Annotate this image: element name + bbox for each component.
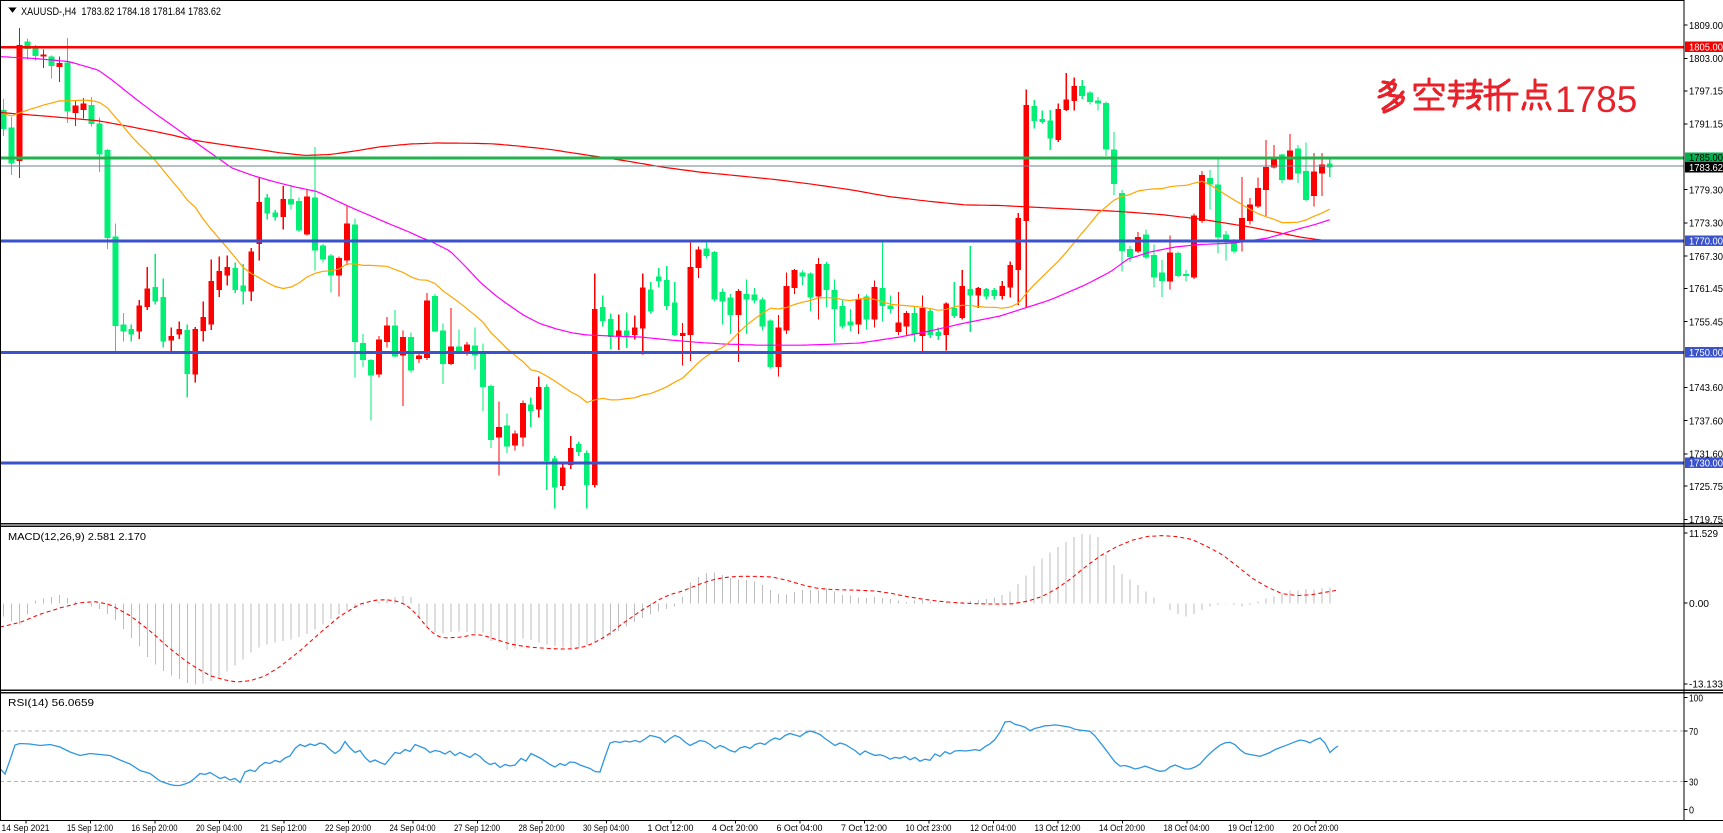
svg-text:1809.00: 1809.00: [1689, 20, 1723, 32]
svg-text:15 Sep 12:00: 15 Sep 12:00: [67, 823, 113, 833]
svg-text:1791.15: 1791.15: [1689, 119, 1723, 131]
svg-text:12 Oct 04:00: 12 Oct 04:00: [970, 823, 1016, 833]
svg-text:1805.00: 1805.00: [1689, 41, 1723, 53]
svg-text:1785: 1785: [1555, 79, 1637, 120]
svg-text:18 Oct 04:00: 18 Oct 04:00: [1164, 823, 1210, 833]
svg-text:11.529: 11.529: [1689, 528, 1718, 540]
svg-text:1767.30: 1767.30: [1689, 251, 1723, 263]
svg-text:MACD(12,26,9) 2.581 2.170: MACD(12,26,9) 2.581 2.170: [8, 531, 146, 543]
svg-text:13 Oct 12:00: 13 Oct 12:00: [1035, 823, 1081, 833]
svg-text:1725.75: 1725.75: [1689, 481, 1723, 493]
svg-text:RSI(14) 56.0659: RSI(14) 56.0659: [8, 697, 94, 709]
svg-text:14 Oct 20:00: 14 Oct 20:00: [1099, 823, 1145, 833]
svg-text:70: 70: [1689, 726, 1698, 738]
svg-text:1770.00: 1770.00: [1689, 235, 1723, 247]
svg-text:1737.60: 1737.60: [1689, 415, 1723, 427]
svg-text:1750.00: 1750.00: [1689, 347, 1723, 359]
svg-text:30: 30: [1689, 776, 1698, 788]
svg-text:7 Oct 12:00: 7 Oct 12:00: [841, 823, 887, 833]
svg-text:0.00: 0.00: [1689, 598, 1709, 610]
svg-text:1761.45: 1761.45: [1689, 283, 1723, 295]
svg-text:20 Sep 04:00: 20 Sep 04:00: [196, 823, 242, 833]
svg-text:1779.30: 1779.30: [1689, 184, 1723, 196]
svg-text:14 Sep 2021: 14 Sep 2021: [2, 823, 50, 833]
svg-text:1730.00: 1730.00: [1689, 457, 1723, 469]
svg-text:1785.00: 1785.00: [1689, 152, 1723, 164]
svg-text:XAUUSD-,H4 1783.82 1784.18 17: XAUUSD-,H4 1783.82 1784.18 1781.84 1783.…: [21, 6, 221, 18]
svg-text:10 Oct 23:00: 10 Oct 23:00: [906, 823, 952, 833]
svg-text:1773.30: 1773.30: [1689, 218, 1723, 230]
svg-text:1743.60: 1743.60: [1689, 382, 1723, 394]
svg-text:1797.15: 1797.15: [1689, 86, 1723, 98]
svg-text:24 Sep 04:00: 24 Sep 04:00: [390, 823, 436, 833]
svg-text:100: 100: [1689, 692, 1703, 704]
svg-text:4 Oct 20:00: 4 Oct 20:00: [712, 823, 758, 833]
svg-text:21 Sep 12:00: 21 Sep 12:00: [261, 823, 307, 833]
svg-text:16 Sep 20:00: 16 Sep 20:00: [132, 823, 178, 833]
svg-text:1 Oct 12:00: 1 Oct 12:00: [648, 823, 694, 833]
svg-text:27 Sep 12:00: 27 Sep 12:00: [454, 823, 500, 833]
svg-text:22 Sep 20:00: 22 Sep 20:00: [325, 823, 371, 833]
svg-text:1755.45: 1755.45: [1689, 316, 1723, 328]
svg-text:1803.00: 1803.00: [1689, 53, 1723, 65]
svg-text:0: 0: [1689, 804, 1694, 816]
svg-text:6 Oct 04:00: 6 Oct 04:00: [777, 823, 823, 833]
svg-text:20 Oct 20:00: 20 Oct 20:00: [1293, 823, 1339, 833]
svg-text:28 Sep 20:00: 28 Sep 20:00: [519, 823, 565, 833]
svg-text:-13.133: -13.133: [1689, 679, 1723, 691]
svg-text:19 Oct 12:00: 19 Oct 12:00: [1228, 823, 1274, 833]
svg-text:1719.75: 1719.75: [1689, 514, 1723, 526]
svg-text:1783.62: 1783.62: [1689, 162, 1723, 174]
svg-text:30 Sep 04:00: 30 Sep 04:00: [583, 823, 629, 833]
